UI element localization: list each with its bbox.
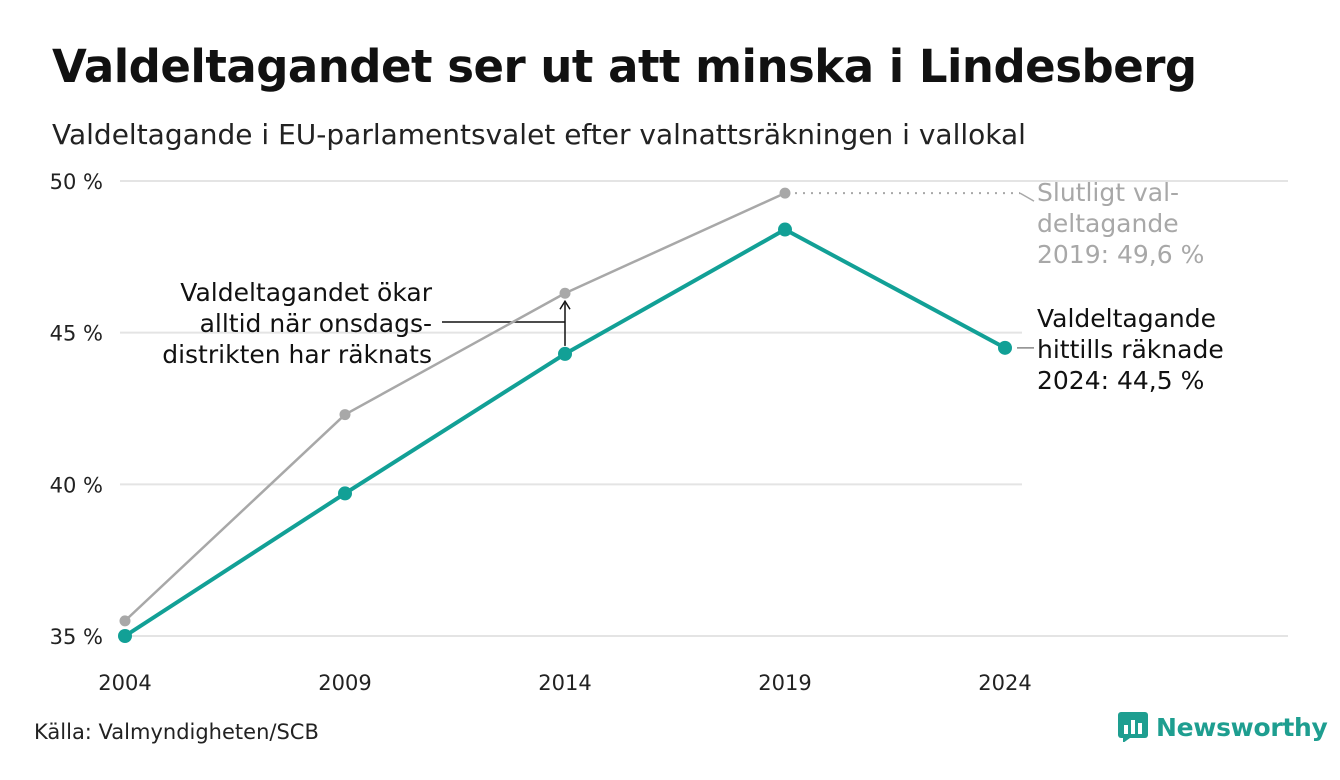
brand-logo[interactable]: Newsworthy — [1118, 712, 1328, 742]
annotation-final-text: deltagande — [1037, 209, 1179, 238]
annotation-final-text: 2019: 49,6 % — [1037, 240, 1204, 269]
data-point-final — [339, 409, 351, 421]
x-tick-label: 2014 — [538, 671, 591, 695]
newsworthy-logo-icon — [1118, 712, 1148, 742]
y-tick-label: 35 % — [50, 625, 103, 649]
final-leader-tick — [1019, 192, 1035, 202]
data-point-final — [779, 187, 791, 199]
chart-title: Valdeltagandet ser ut att minska i Linde… — [52, 40, 1197, 93]
series — [118, 187, 1012, 643]
wednesday-arrowhead — [559, 299, 571, 310]
annotation-wednesday-text: alltid när onsdags- — [200, 309, 432, 338]
data-point-final — [559, 287, 571, 299]
x-tick-label: 2019 — [758, 671, 811, 695]
y-axis-ticks: 35 % 40 % 45 % 50 % — [50, 170, 103, 649]
y-tick-label: 50 % — [50, 170, 103, 194]
annotation-wednesday-text: Valdeltagandet ökar — [180, 278, 432, 307]
line-chart: 35 % 40 % 45 % 50 % 2004 2009 2014 2019 2024 Sl… — [50, 170, 1288, 695]
chart-subtitle: Valdeltagande i EU-parlamentsvalet efter… — [52, 118, 1026, 151]
grid-lines — [120, 180, 1288, 637]
source-note: Källa: Valmyndigheten/SCB — [34, 720, 319, 744]
x-tick-label: 2024 — [978, 671, 1031, 695]
x-tick-label: 2004 — [98, 671, 151, 695]
data-point-counted — [778, 222, 792, 237]
annotation-final-text: Slutligt val- — [1037, 178, 1179, 207]
annotation-wednesday-text: distrikten har räknats — [162, 340, 432, 369]
data-point-counted — [998, 340, 1012, 355]
y-tick-label: 40 % — [50, 473, 103, 497]
annotation-counted-text: Valdeltagande — [1037, 304, 1216, 333]
series-line-final — [124, 191, 786, 622]
y-tick-label: 45 % — [50, 322, 103, 346]
data-point-final — [119, 615, 131, 627]
x-tick-label: 2009 — [318, 671, 371, 695]
brand-name: Newsworthy — [1156, 712, 1328, 742]
data-point-counted — [118, 629, 132, 643]
x-axis-ticks: 2004 2009 2014 2019 2024 — [98, 671, 1031, 695]
annotation-counted-text: hittills räknade — [1037, 335, 1224, 364]
data-point-counted — [338, 486, 352, 501]
data-point-counted — [558, 346, 572, 361]
annotation-counted-text: 2024: 44,5 % — [1037, 366, 1204, 395]
